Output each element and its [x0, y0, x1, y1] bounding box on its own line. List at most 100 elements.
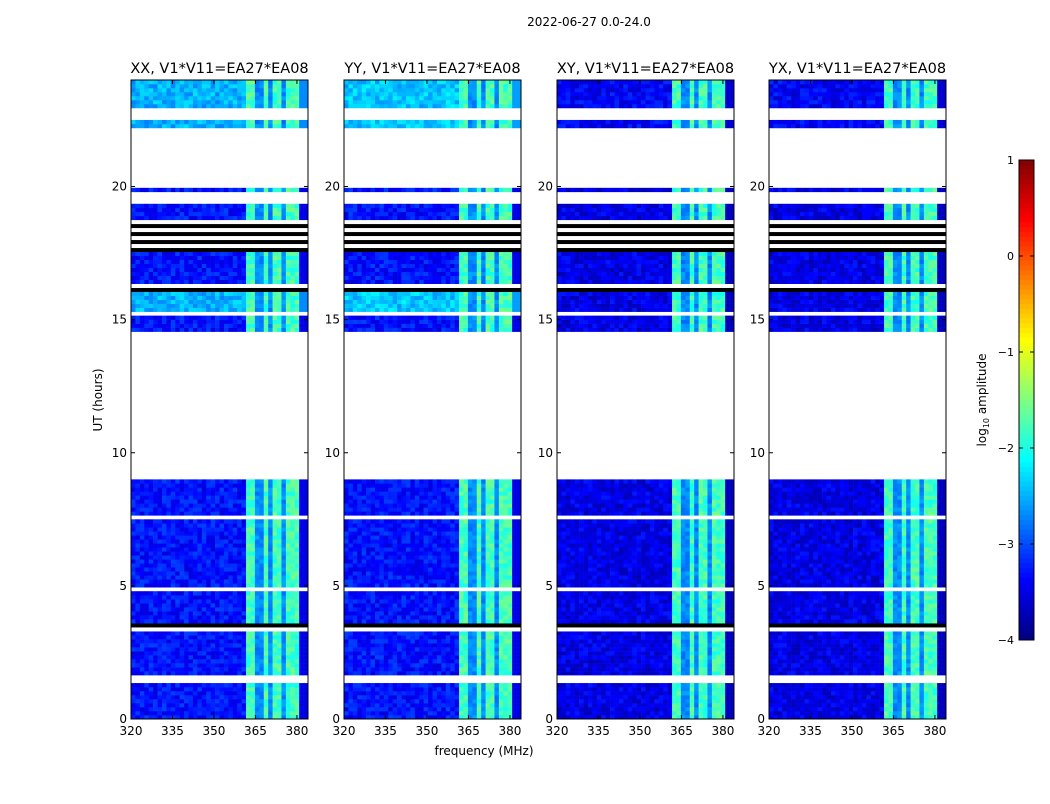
- heatmap-cell: [166, 555, 171, 559]
- x-tick-label: 350: [203, 724, 226, 738]
- heatmap-cell: [162, 260, 167, 264]
- heatmap-cell: [295, 208, 300, 212]
- heatmap-cell: [393, 611, 398, 615]
- heatmap-cell: [353, 631, 358, 635]
- heatmap-cell: [162, 655, 167, 659]
- heatmap-cell: [184, 324, 189, 328]
- heatmap-cell: [353, 591, 358, 595]
- heatmap-cell: [348, 683, 353, 687]
- heatmap-cell: [259, 699, 264, 703]
- heatmap-cell: [406, 671, 411, 675]
- heatmap-cell: [388, 595, 393, 599]
- heatmap-cell: [255, 711, 260, 715]
- heatmap-cell: [468, 615, 473, 619]
- heatmap-cell: [162, 591, 167, 595]
- heatmap-cell: [166, 663, 171, 667]
- heatmap-cell: [463, 711, 468, 715]
- heatmap-cell: [388, 599, 393, 603]
- heatmap-cell: [512, 651, 517, 655]
- heatmap-cell: [197, 659, 202, 663]
- heatmap-cell: [384, 631, 389, 635]
- heatmap-cell: [463, 703, 468, 707]
- heatmap-cell: [220, 635, 225, 639]
- heatmap-cell: [277, 499, 282, 503]
- heatmap-cell: [175, 304, 180, 308]
- heatmap-cell: [468, 579, 473, 583]
- heatmap-cell: [206, 100, 211, 104]
- heatmap-cell: [268, 124, 273, 128]
- heatmap-cell: [273, 555, 278, 559]
- heatmap-cell: [366, 655, 371, 659]
- heatmap-cell: [242, 208, 247, 212]
- heatmap-cell: [362, 611, 367, 615]
- heatmap-cell: [499, 691, 504, 695]
- heatmap-cell: [184, 671, 189, 675]
- heatmap-cell: [197, 276, 202, 280]
- heatmap-cell: [286, 272, 291, 276]
- heatmap-cell: [295, 292, 300, 296]
- heatmap-cell: [433, 599, 438, 603]
- heatmap-cell: [206, 320, 211, 324]
- heatmap-cell: [158, 571, 163, 575]
- heatmap-cell: [184, 647, 189, 651]
- heatmap-cell: [255, 635, 260, 639]
- heatmap-cell: [189, 320, 194, 324]
- heatmap-cell: [428, 583, 433, 587]
- heatmap-cell: [486, 651, 491, 655]
- heatmap-cell: [481, 667, 486, 671]
- heatmap-cell: [281, 499, 286, 503]
- heatmap-cell: [220, 655, 225, 659]
- heatmap-cell: [428, 571, 433, 575]
- heatmap-cell: [144, 711, 149, 715]
- heatmap-cell: [264, 687, 269, 691]
- heatmap-cell: [171, 519, 176, 523]
- heatmap-cell: [233, 591, 238, 595]
- heatmap-cell: [140, 320, 145, 324]
- heatmap-cell: [255, 691, 260, 695]
- heatmap-cell: [441, 555, 446, 559]
- heatmap-cell: [499, 607, 504, 611]
- heatmap-cell: [508, 563, 513, 567]
- heatmap-cell: [512, 555, 517, 559]
- heatmap-cell: [299, 204, 304, 208]
- heatmap-cell: [446, 655, 451, 659]
- heatmap-cell: [268, 256, 273, 260]
- heatmap-cell: [175, 535, 180, 539]
- heatmap-cell: [508, 579, 513, 583]
- heatmap-cell: [366, 599, 371, 603]
- heatmap-cell: [281, 711, 286, 715]
- heatmap-cell: [402, 683, 407, 687]
- heatmap-cell: [299, 659, 304, 663]
- heatmap-cell: [441, 703, 446, 707]
- heatmap-cell: [131, 276, 136, 280]
- heatmap-cell: [246, 543, 251, 547]
- heatmap-cell: [255, 699, 260, 703]
- heatmap-cell: [197, 499, 202, 503]
- heatmap-cell: [250, 292, 255, 296]
- heatmap-cell: [220, 707, 225, 711]
- heatmap-cell: [180, 647, 185, 651]
- heatmap-cell: [184, 104, 189, 108]
- heatmap-cell: [215, 507, 220, 511]
- heatmap-cell: [184, 563, 189, 567]
- heatmap-cell: [158, 80, 163, 84]
- heatmap-cell: [255, 655, 260, 659]
- heatmap-cell: [144, 80, 149, 84]
- heatmap-cell: [277, 208, 282, 212]
- heatmap-cell: [441, 671, 446, 675]
- heatmap-cell: [486, 615, 491, 619]
- heatmap-cell: [264, 96, 269, 100]
- heatmap-cell: [344, 551, 349, 555]
- heatmap-cell: [189, 92, 194, 96]
- heatmap-cell: [211, 304, 216, 308]
- heatmap-cell: [180, 268, 185, 272]
- heatmap-cell: [286, 551, 291, 555]
- heatmap-cell: [140, 256, 145, 260]
- heatmap-cell: [472, 687, 477, 691]
- heatmap-cell: [162, 308, 167, 312]
- heatmap-cell: [131, 579, 136, 583]
- heatmap-cell: [499, 583, 504, 587]
- heatmap-cell: [166, 579, 171, 583]
- heatmap-cell: [348, 699, 353, 703]
- heatmap-cell: [250, 643, 255, 647]
